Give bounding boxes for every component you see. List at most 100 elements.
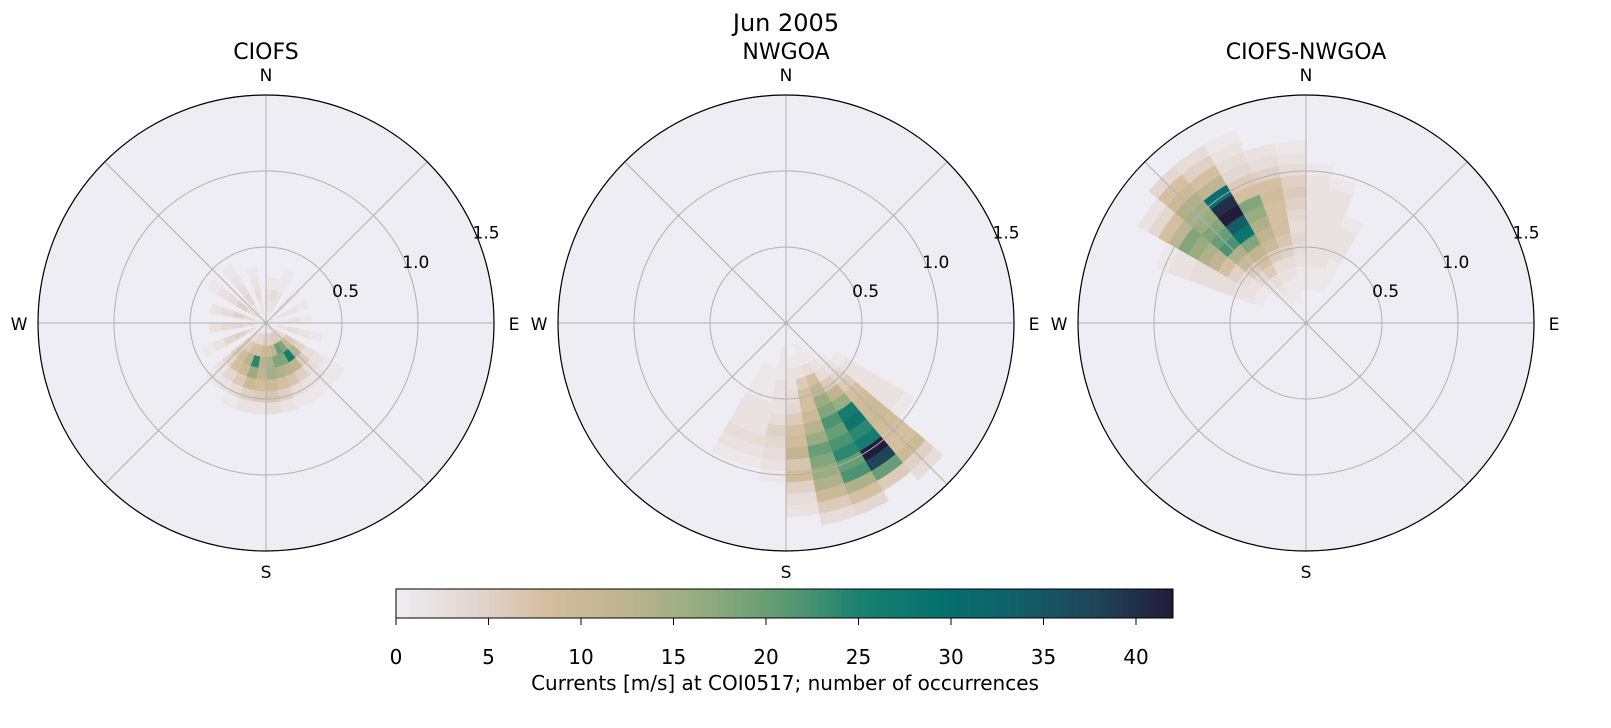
histogram-cell (281, 269, 295, 284)
angular-gridline (624, 161, 787, 324)
compass-label: N (1300, 66, 1313, 86)
histogram-cell (249, 401, 267, 415)
histogram-cell (1283, 197, 1307, 211)
histogram-cell (1280, 174, 1307, 189)
angular-gridline (1144, 161, 1307, 324)
histogram-cell (1305, 185, 1330, 200)
histogram-cell (785, 423, 807, 438)
angular-gridline (785, 322, 948, 485)
radial-tick-label: 1.5 (1513, 224, 1540, 244)
histogram-cell (265, 378, 279, 392)
compass-label: W (1051, 315, 1068, 335)
colorbar-tick-label: 35 (1031, 645, 1056, 669)
polar-frame (37, 94, 495, 552)
angular-gridline (104, 161, 267, 324)
histogram-cell (1305, 174, 1332, 189)
histogram-cell (1305, 208, 1327, 223)
histogram-cell (1305, 197, 1329, 211)
histogram-cell (265, 390, 281, 404)
radial-tick-label: 1.0 (1442, 253, 1469, 273)
figure-title: Jun 2005 (731, 9, 839, 37)
panel-title: CIOFS-NWGOA (1226, 40, 1387, 65)
histogram-cell (785, 401, 803, 415)
histogram-cell (711, 441, 740, 463)
histogram-cell (763, 435, 787, 449)
histogram-cell (206, 278, 223, 295)
polar-panel-ciofs: 0.5 1.0 1.5 N E S W CIOFS (11, 40, 520, 583)
angular-gridline (1144, 322, 1307, 485)
histogram-cell (1278, 163, 1307, 178)
histogram-cell (760, 457, 787, 472)
colorbar-tick-label: 0 (390, 645, 403, 669)
histogram-cell (1287, 220, 1307, 234)
histogram-cell (852, 490, 889, 517)
histogram-cell (1203, 129, 1240, 156)
polar-frame (1077, 94, 1535, 552)
angular-gridline (785, 161, 948, 324)
polar-panel-nwgoa: 0.5 1.0 1.5 N E S W NWGOA (531, 40, 1040, 583)
histogram-cell (785, 435, 809, 449)
histogram-cell (1340, 215, 1364, 235)
histogram-cell (246, 266, 259, 281)
histogram-cell (767, 412, 787, 426)
colorbar (395, 588, 1174, 619)
colorbar-tick-label: 40 (1123, 645, 1148, 669)
radial-tick-label: 1.5 (473, 224, 500, 244)
angular-gridline (1305, 161, 1468, 324)
histogram-cell (1305, 163, 1334, 178)
angular-gridline (265, 322, 428, 485)
histogram-cell (1291, 242, 1307, 256)
histogram-cell (1243, 143, 1277, 163)
histogram-cell (769, 401, 787, 415)
radial-tick-label: 0.5 (332, 282, 359, 302)
histogram-cell (785, 457, 812, 472)
histogram-cell (1305, 242, 1321, 256)
histogram-cell (1329, 176, 1357, 195)
histogram-cell (201, 342, 217, 358)
histogram-cell (775, 367, 787, 381)
colorbar-tick-label: 30 (938, 645, 963, 669)
histogram-cell (771, 390, 787, 404)
compass-label: E (509, 315, 520, 335)
histogram-cell (265, 401, 283, 415)
colorbar-tick-label: 10 (568, 645, 593, 669)
histogram-cell (876, 462, 911, 492)
angular-gridline (1305, 322, 1468, 485)
histogram-cell (785, 390, 801, 404)
histogram-cell (1305, 220, 1325, 234)
angular-gridline (265, 161, 428, 324)
histogram-cell (1173, 145, 1210, 175)
panel-title: CIOFS (233, 40, 298, 65)
histogram-cell (221, 263, 238, 280)
polar-panel-ciofs-nwgoa: 0.5 1.0 1.5 N E S W CIOFS-NWGOA (1051, 40, 1560, 583)
histogram-cell (890, 391, 915, 419)
histogram-cell (785, 412, 805, 426)
compass-label: S (1301, 563, 1312, 583)
histogram-cell (785, 446, 810, 461)
histogram-cell (1305, 231, 1323, 245)
compass-label: E (1549, 315, 1560, 335)
histogram-cell (785, 468, 814, 483)
radial-tick-label: 1.5 (993, 224, 1020, 244)
histogram-cell (1282, 185, 1307, 200)
radial-tick-label: 1.0 (402, 253, 429, 273)
histogram-cell (765, 423, 787, 438)
compass-label: N (780, 66, 793, 86)
histogram-cell (819, 504, 857, 526)
radial-tick-label: 1.0 (922, 253, 949, 273)
angular-gridline (624, 322, 787, 485)
histogram-cell (758, 468, 787, 483)
compass-label: W (531, 315, 548, 335)
colorbar-tick-label: 20 (753, 645, 778, 669)
histogram-cell (209, 303, 224, 316)
compass-label: W (11, 315, 28, 335)
radial-tick-label: 0.5 (1372, 282, 1399, 302)
histogram-cell (308, 330, 323, 343)
histogram-cell (762, 446, 787, 461)
histogram-cell (251, 390, 267, 404)
polar-frame (557, 94, 1015, 552)
histogram-cell (773, 378, 787, 392)
histogram-cell (208, 322, 222, 334)
colorbar-tick-label: 5 (482, 645, 495, 669)
histogram-cell (735, 451, 763, 470)
